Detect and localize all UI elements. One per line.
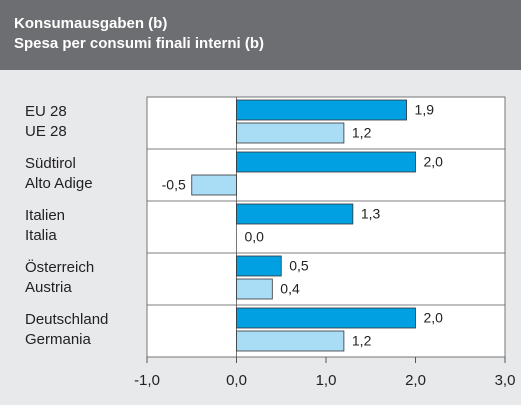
bar [191, 174, 237, 196]
category-label: Österreich [25, 258, 94, 276]
bar [236, 255, 282, 277]
category-label: Deutschland [25, 311, 108, 328]
value-label: 2,0 [424, 310, 444, 326]
value-label: 0,4 [280, 281, 300, 297]
x-tick-label: 1,0 [316, 372, 337, 389]
category-label: Italia [25, 227, 57, 244]
value-label: 1,2 [352, 125, 372, 141]
chart-title: Konsumausgaben (b) [14, 15, 167, 32]
bar [236, 278, 273, 300]
value-label: -0,5 [162, 177, 186, 193]
value-label: 0,5 [289, 258, 309, 274]
chart-subtitle: Spesa per consumi finali interni (b) [14, 35, 264, 52]
category-label: Germania [25, 331, 92, 348]
bar [236, 330, 345, 352]
bar [236, 99, 407, 121]
category-label: Italien [25, 207, 65, 224]
x-tick-label: -1,0 [134, 372, 160, 389]
category-label: Alto Adige [25, 175, 93, 192]
value-label: 0,0 [245, 229, 265, 245]
category-label: Südtirol [25, 155, 76, 172]
bar [236, 203, 354, 225]
x-tick-label: 3,0 [495, 372, 516, 389]
value-label: 1,9 [415, 102, 435, 118]
category-label: UE 28 [25, 123, 67, 140]
bar [236, 151, 416, 173]
category-label: Austria [25, 279, 72, 296]
value-label: 1,3 [361, 206, 381, 222]
bar [236, 307, 416, 329]
x-tick-label: 0,0 [226, 372, 247, 389]
x-tick-label: 2,0 [405, 372, 426, 389]
bar [236, 122, 345, 144]
header [0, 0, 521, 70]
category-label: EU 28 [25, 103, 67, 120]
value-label: 1,2 [352, 333, 372, 349]
value-label: 2,0 [424, 154, 444, 170]
